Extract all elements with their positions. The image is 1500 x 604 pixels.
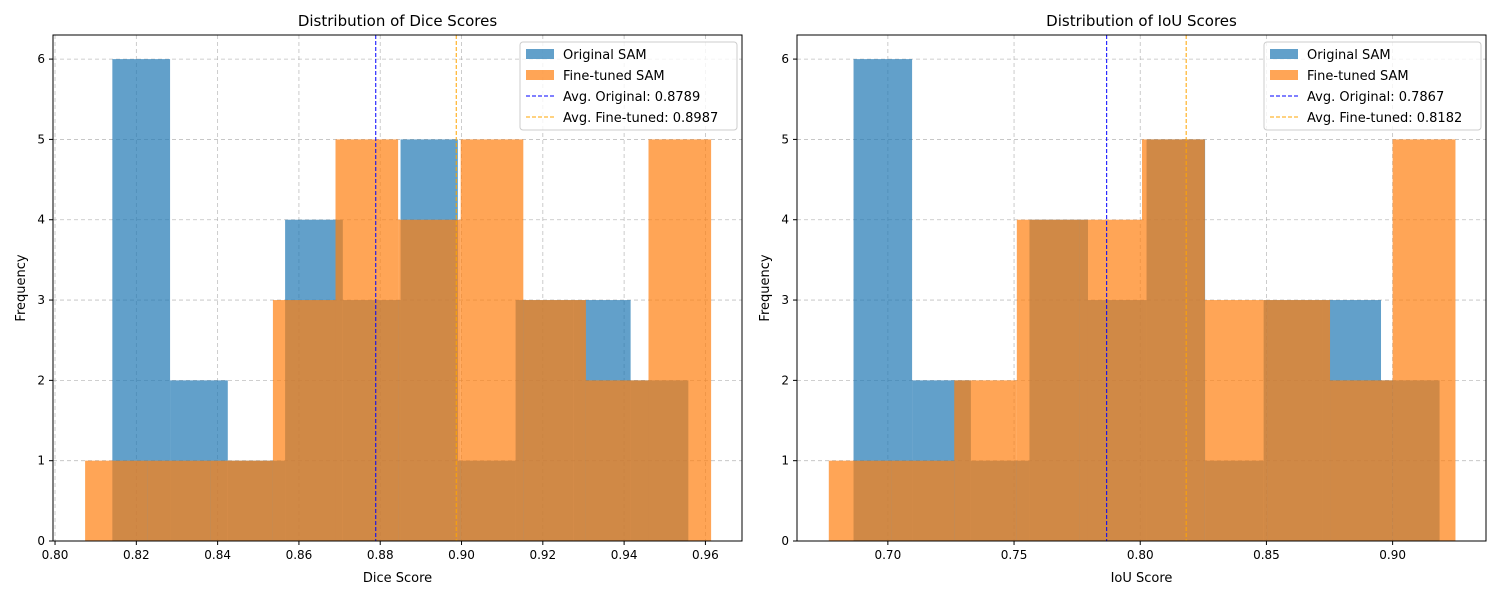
- histogram-bar: [1016, 219, 1080, 541]
- x-axis-label: Dice Score: [363, 571, 432, 586]
- series-2: [828, 139, 1456, 541]
- y-axis-label: Frequency: [758, 254, 773, 321]
- y-tick-label: 3: [37, 293, 45, 307]
- legend-label: Original SAM: [1307, 48, 1391, 63]
- legend-label: Avg. Original: 0.7867: [1307, 90, 1444, 105]
- y-tick-label: 1: [37, 454, 45, 468]
- series-2: [85, 139, 712, 541]
- x-tick-label: 0.80: [42, 548, 69, 562]
- histogram-bar: [891, 460, 955, 541]
- histogram-bar: [1330, 380, 1393, 541]
- histogram-bar: [335, 139, 399, 541]
- legend: Original SAM Fine-tuned SAM Avg. Original:…: [519, 41, 738, 131]
- x-tick-label: 0.92: [529, 548, 556, 562]
- y-tick-label: 6: [37, 52, 45, 66]
- chart-title: Distribution of Dice Scores: [298, 12, 497, 30]
- histogram-bar: [147, 460, 211, 541]
- x-tick-label: 0.85: [1253, 548, 1280, 562]
- x-tick-label: 0.82: [123, 548, 150, 562]
- legend-label: Original SAM: [563, 48, 647, 63]
- histogram-bar: [954, 380, 1017, 541]
- x-tick-label: 0.90: [448, 548, 475, 562]
- histogram-bar: [1204, 300, 1268, 541]
- legend-swatch: [1270, 49, 1298, 59]
- legend-swatch: [1270, 70, 1298, 80]
- x-tick-label: 0.96: [692, 548, 719, 562]
- x-axis-label: IoU Score: [1111, 571, 1173, 586]
- x-tick-label: 0.75: [1001, 548, 1028, 562]
- histogram-bar: [828, 460, 892, 541]
- y-tick-label: 6: [781, 52, 789, 66]
- axes-frame: [52, 34, 743, 542]
- legend-label: Avg. Original: 0.8789: [563, 90, 700, 105]
- x-tick-label: 0.84: [204, 548, 231, 562]
- chart-title: Distribution of IoU Scores: [1046, 12, 1237, 30]
- y-tick-label: 2: [37, 373, 45, 387]
- histogram-bar: [1079, 219, 1143, 541]
- legend-label: Fine-tuned SAM: [563, 69, 665, 84]
- axes-frame: [796, 34, 1487, 542]
- legend-swatch: [526, 49, 554, 59]
- histogram-bar: [460, 139, 524, 541]
- histogram-bar: [398, 219, 461, 541]
- histogram-bar: [210, 460, 273, 541]
- y-tick-label: 3: [781, 293, 789, 307]
- x-tick-label: 0.88: [367, 548, 394, 562]
- legend: Original SAM Fine-tuned SAM Avg. Original:…: [1263, 41, 1482, 131]
- y-tick-label: 5: [37, 132, 45, 146]
- x-tick-label: 0.90: [1379, 548, 1406, 562]
- x-tick-label: 0.70: [874, 548, 901, 562]
- histogram-bar: [1267, 300, 1331, 541]
- histogram-bar: [585, 380, 649, 541]
- legend-label: Avg. Fine-tuned: 0.8182: [1307, 111, 1462, 126]
- histogram-bar: [648, 139, 712, 541]
- y-tick-label: 2: [781, 373, 789, 387]
- chart-panel-1: 0.80 0.82 0.84 0.86 0.88 0.90 0.92 0.94 0.96 0 1 2 3…: [14, 12, 743, 586]
- y-axis-label: Frequency: [14, 254, 29, 321]
- histogram-bar: [523, 300, 586, 541]
- legend-label: Fine-tuned SAM: [1307, 69, 1409, 84]
- x-tick-label: 0.80: [1127, 548, 1154, 562]
- x-tick-label: 0.94: [611, 548, 638, 562]
- legend-label: Avg. Fine-tuned: 0.8987: [563, 111, 718, 126]
- histogram-bar: [272, 300, 336, 541]
- y-tick-label: 1: [781, 454, 789, 468]
- chart-panel-2: 0.70 0.75 0.80 0.85 0.90 0 1 2 3 4 5 6 Distribution …: [758, 12, 1487, 586]
- x-tick-label: 0.86: [286, 548, 313, 562]
- histogram-bar: [1142, 139, 1205, 541]
- legend-box: [519, 41, 738, 131]
- y-tick-label: 0: [37, 534, 45, 548]
- legend-swatch: [526, 70, 554, 80]
- y-tick-label: 4: [37, 213, 45, 227]
- y-tick-label: 4: [781, 213, 789, 227]
- y-tick-label: 0: [781, 534, 789, 548]
- y-tick-label: 5: [781, 132, 789, 146]
- histogram-bar: [85, 460, 148, 541]
- legend-box: [1263, 41, 1482, 131]
- histogram-bar: [1392, 139, 1456, 541]
